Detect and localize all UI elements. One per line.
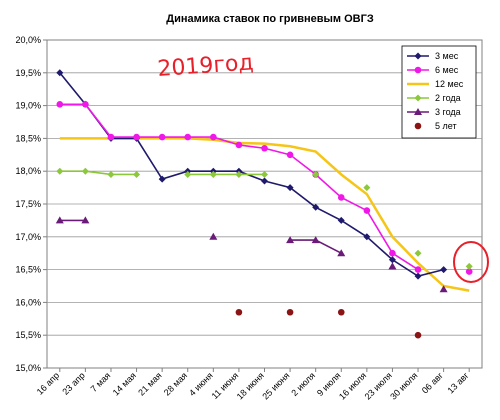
y-tick-label: 16,5% [15,265,41,275]
data-point [56,167,64,175]
x-tick-label: 21 мая [136,370,163,397]
data-point [261,177,268,185]
y-tick-label: 19,0% [15,101,41,111]
data-point [82,100,89,108]
data-point [210,133,217,141]
data-point [107,133,115,141]
series-line [59,72,444,278]
data-point [209,170,217,178]
legend-box [401,45,477,139]
data-point [363,207,371,214]
y-tick-label: 16,0% [15,297,41,307]
y-tick-label: 17,0% [15,232,41,242]
x-tick-label: 7 мая [89,370,113,394]
legend-label: 6 мес [435,65,459,75]
data-point [235,170,243,178]
data-point [389,249,396,257]
y-tick-label: 15,5% [15,330,41,340]
x-tick-label: 06 авг [420,370,446,396]
series-3 [56,167,473,270]
series-layer [55,69,473,339]
y-tick-label: 15,0% [15,363,41,373]
data-point [56,100,64,108]
data-point [388,256,396,264]
series-1 [56,100,473,275]
data-point [133,170,141,178]
data-point [337,216,345,224]
legend: 3 мес 6 мес 12 мес 2 года 3 года 5 лет [401,45,477,139]
data-point [235,308,243,316]
chart-title: Динамика ставок по гривневым ОВГЗ [166,13,374,25]
y-tick-label: 19,5% [15,68,41,78]
series-5 [235,308,422,339]
data-point [363,233,371,241]
data-point [388,262,397,270]
data-point [55,216,64,224]
x-tick-label: 16 апр [35,370,61,396]
data-point [261,144,268,152]
x-tick-label: 14 мая [111,370,138,397]
data-point [465,262,473,270]
legend-marker [414,66,422,74]
y-tick-label: 20,0% [15,35,41,45]
y-tick-label: 18,0% [15,166,41,176]
legend-marker [414,108,422,115]
x-tick-label: 23 апр [60,370,86,396]
series-4 [55,216,448,293]
data-point [414,331,422,339]
data-point [286,151,294,159]
data-point [158,175,166,183]
data-point [465,268,473,275]
data-point [286,184,294,192]
data-point [209,232,218,240]
legend-marker [414,94,422,102]
data-point [158,133,166,141]
x-tick-label: 30 июля [388,370,419,401]
data-point [286,236,295,244]
data-point [337,249,346,257]
legend-label: 12 мес [435,79,464,89]
highlight-circle [453,241,489,283]
data-point [133,133,140,141]
data-point [107,170,115,178]
data-point [414,249,422,257]
data-point [439,285,448,293]
data-point [312,203,320,211]
data-point [81,216,90,224]
y-tick-label: 17,5% [15,199,41,209]
y-tick-label: 18,5% [15,133,41,143]
x-tick-label: 2 июля [289,370,317,398]
data-point [440,266,448,274]
data-point [363,184,371,192]
x-tick-label: 13 авг [445,370,471,396]
data-point [56,69,64,77]
data-point [414,266,422,273]
data-point [261,170,268,178]
x-tick-label: 28 мая [162,370,189,397]
data-point [337,308,345,316]
data-point [184,170,192,178]
data-point [337,194,345,201]
data-point [312,170,320,178]
data-point [81,167,89,175]
legend-label: 2 года [435,93,461,103]
data-point [235,141,243,149]
data-point [184,133,192,141]
series-line [59,170,137,176]
legend-marker [414,122,422,130]
data-point [286,308,294,316]
legend-marker [414,52,422,60]
y-axis-ticks: 15,0% 15,5% 16,0% 16,5% 17,0% 17,5% 18,0% 18,5%… [15,35,47,373]
data-point [311,236,320,244]
x-tick-label: 25 июня [260,370,291,401]
legend-label: 3 года [435,107,461,117]
legend-label: 5 лет [435,121,457,131]
legend-label: 3 мес [435,51,459,61]
data-point [414,272,422,280]
